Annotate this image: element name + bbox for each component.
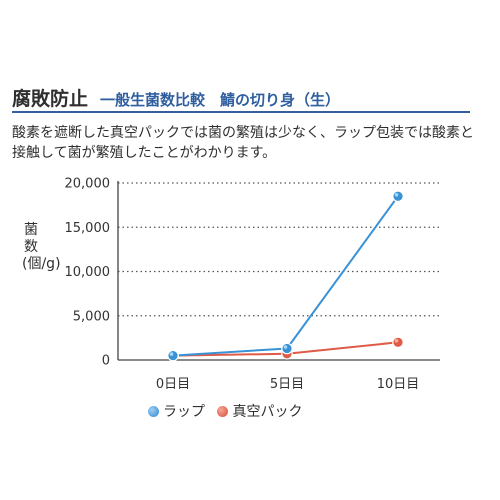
y-tick-label: 5,000: [73, 309, 110, 324]
legend-item-vacuum: 真空パック: [217, 401, 302, 421]
data-point-highlight: [394, 192, 399, 197]
title-divider: [12, 111, 470, 113]
legend: ラップ 真空パック: [148, 401, 310, 421]
data-point-highlight: [283, 345, 288, 349]
series-line: [172, 195, 399, 357]
y-tick-label: 20,000: [65, 177, 111, 192]
chart-header: 腐敗防止 一般生菌数比較 鯖の切り身（生）: [12, 84, 488, 110]
legend-label-wrap: ラップ: [163, 404, 205, 420]
page-subtitle: 一般生菌数比較 鯖の切り身（生）: [100, 91, 341, 109]
data-point: [392, 336, 404, 349]
data-point: [392, 190, 404, 203]
axes: [117, 181, 440, 361]
legend-item-wrap: ラップ: [148, 401, 205, 421]
grid-lines: [118, 182, 440, 317]
data-point-highlight: [394, 339, 399, 343]
legend-label-vacuum: 真空パック: [232, 404, 303, 420]
data-point: [281, 342, 293, 355]
y-tick-label: 15,000: [65, 221, 111, 236]
series-group: [167, 190, 404, 362]
legend-marker-vacuum-icon: [217, 405, 229, 417]
x-tick-label: 0日目: [156, 377, 190, 392]
data-point-highlight: [169, 352, 174, 356]
data-point: [167, 349, 179, 362]
x-tick-labels: 0日目 5日目 10日目: [156, 377, 419, 392]
page-title: 腐敗防止: [12, 88, 89, 110]
legend-marker-wrap-icon: [148, 405, 159, 417]
description-text: 酸素を遮断した真空パックでは菌の繁殖は少なく、ラップ包装では酸素と接触して菌が繁…: [12, 125, 474, 161]
y-tick-label: 10,000: [65, 265, 111, 280]
y-tick-label: 0: [102, 354, 110, 369]
x-tick-label: 10日目: [377, 377, 420, 392]
y-tick-labels: 0 5,000 10,000 15,000 20,000: [65, 177, 111, 369]
x-tick-label: 5日目: [270, 377, 304, 392]
